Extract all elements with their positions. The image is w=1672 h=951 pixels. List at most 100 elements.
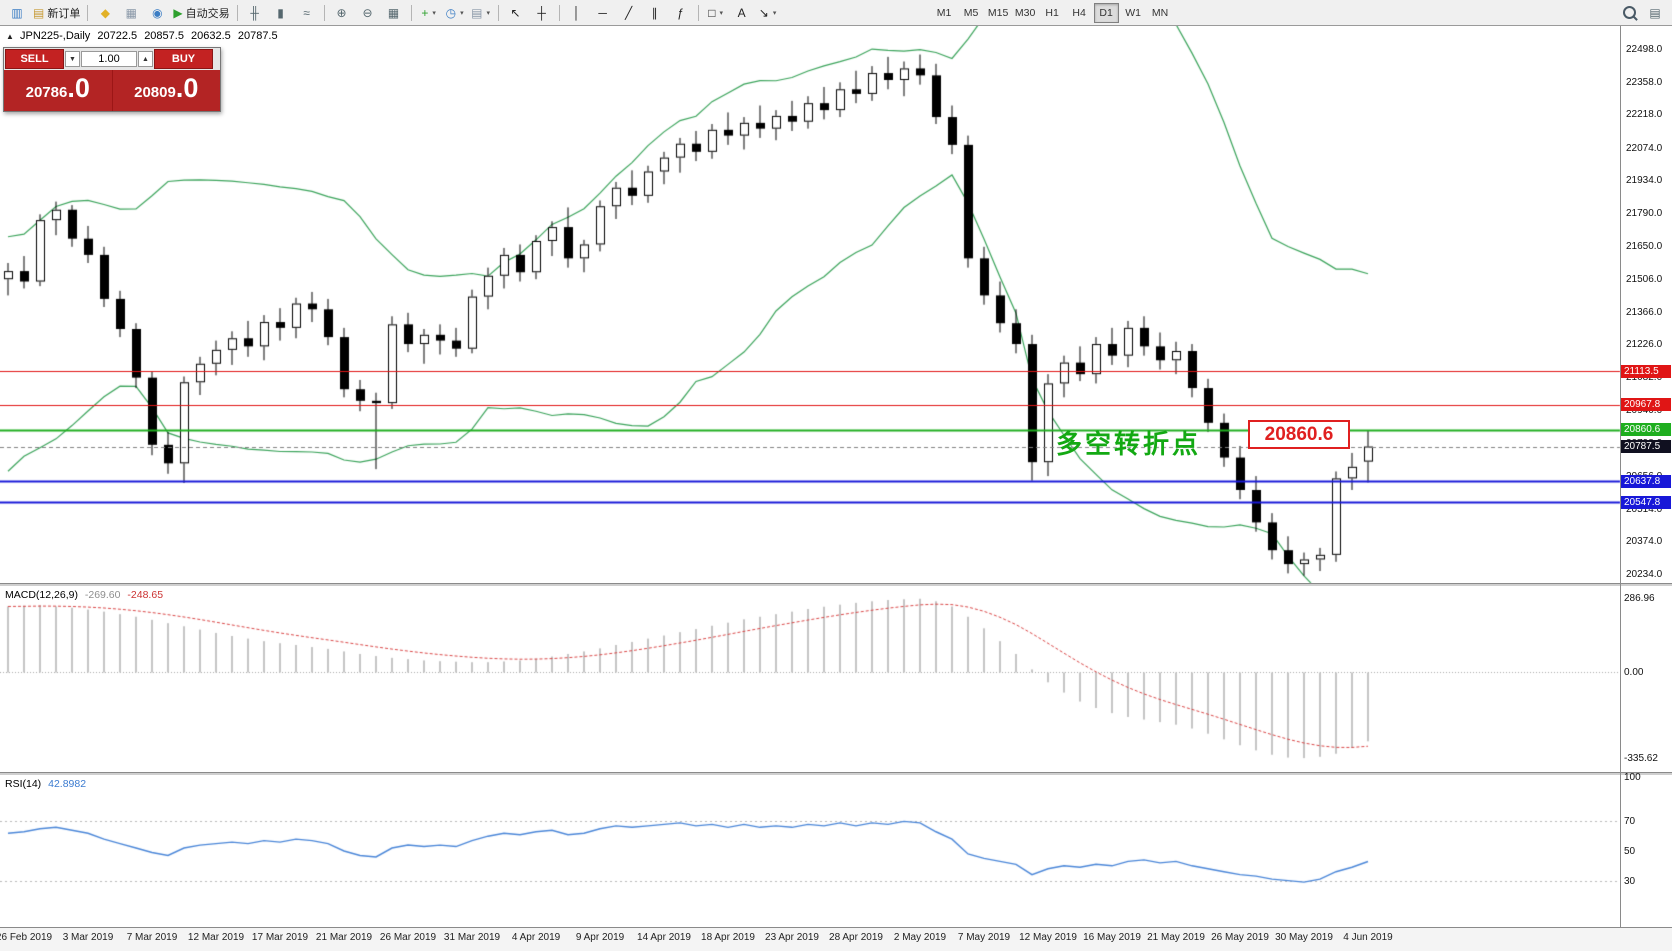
favorites-button[interactable]: ◆ — [92, 2, 118, 24]
shapes-icon: □ — [708, 5, 716, 20]
price-scale-label: 21226.0 — [1626, 338, 1663, 350]
profiles-button[interactable]: ▦ — [118, 2, 144, 24]
arrows-dropdown-icon: ▾ — [772, 9, 777, 17]
date-label: 7 Mar 2019 — [126, 932, 178, 943]
trend-turning-point-annotation[interactable]: 多空转折点 — [1056, 429, 1202, 459]
bar-chart-icon: ╫ — [250, 5, 259, 20]
toolbar-buttons: ▥ ▤ 新订单 ◆ ▦ ◉ ▶ 自动交易 ╫ ▮ ≈ ⊕ ⊖ ▦ + ▾ ◷ ▾ ▤ ▾ ↖ ┼ │ ─ ╱ ∥ ƒ □ ▾ A ↘ ▾ — [4, 2, 781, 24]
periods-button[interactable]: ◷ ▾ — [442, 2, 468, 24]
macd-value-signal: -248.65 — [127, 589, 164, 601]
new-chart-button[interactable]: ▥ — [4, 2, 30, 24]
buy-button[interactable]: BUY — [154, 49, 213, 69]
price-tag-20547.8: 20547.8 — [1621, 495, 1671, 509]
buy-price-big: .0 — [175, 73, 199, 103]
date-label: 16 May 2019 — [1083, 932, 1141, 943]
indicators-dropdown-icon: ▾ — [432, 9, 436, 17]
data-window-button[interactable]: ◉ — [144, 2, 170, 24]
ohlc-close: 20787.5 — [237, 30, 278, 42]
horizontal-line-icon: ─ — [598, 5, 607, 20]
cursor-button[interactable]: ↖ — [503, 2, 529, 24]
price-tag-21113.5: 21113.5 — [1621, 364, 1671, 378]
shapes-button[interactable]: □ ▾ — [703, 2, 729, 24]
volume-up-button[interactable]: ▲ — [138, 51, 153, 67]
toolbar-separator — [87, 4, 89, 21]
rsi-scale-label: 70 — [1624, 816, 1636, 828]
date-label: 26 May 2019 — [1211, 932, 1269, 943]
timeframe-d1-button[interactable]: D1 — [1093, 2, 1119, 23]
volume-down-button[interactable]: ▼ — [65, 51, 80, 67]
indicators-button[interactable]: + ▾ — [416, 2, 442, 24]
line-chart-button[interactable]: ≈ — [294, 2, 320, 24]
price-scale-label: 21650.0 — [1626, 240, 1663, 252]
tile-windows-button[interactable]: ▦ — [381, 2, 407, 24]
timeframe-h1-button[interactable]: H1 — [1045, 6, 1059, 19]
cursor-icon: ↖ — [510, 5, 521, 20]
sell-price-main: 20786 — [25, 84, 68, 101]
templates-button[interactable]: ▤ ▾ — [468, 2, 494, 24]
trendline-button[interactable]: ╱ — [616, 2, 642, 24]
timeframe-mn-button[interactable]: MN — [1151, 6, 1169, 19]
zoom-in-button[interactable]: ⊕ — [329, 2, 355, 24]
horizontal-line-button[interactable]: ─ — [590, 2, 616, 24]
candle-chart-button[interactable]: ▮ — [268, 2, 294, 24]
text-icon: A — [737, 5, 746, 20]
rsi-panel[interactable] — [0, 775, 1672, 927]
panel-separator[interactable] — [0, 772, 1672, 775]
macd-value-main: -269.60 — [84, 589, 121, 601]
toolbar-right-buttons: ▤ — [1616, 2, 1668, 24]
date-label: 7 May 2019 — [957, 932, 1011, 943]
price-scale-label: 21506.0 — [1626, 274, 1663, 286]
timeframe-h4-button[interactable]: H4 — [1072, 6, 1086, 19]
timeframe-m5-button[interactable]: M5 — [963, 6, 979, 19]
new-order-button[interactable]: ▤ 新订单 — [30, 2, 83, 24]
macd-name: MACD(12,26,9) — [5, 589, 78, 601]
vertical-line-button[interactable]: │ — [564, 2, 590, 24]
price-scale-label: 21366.0 — [1626, 306, 1663, 318]
date-label: 17 Mar 2019 — [251, 932, 309, 943]
fibonacci-button[interactable]: ƒ — [668, 2, 694, 24]
toolbar-separator — [558, 4, 560, 21]
autotrade-label: 自动交易 — [185, 7, 230, 20]
price-scale-label: 22498.0 — [1626, 44, 1663, 56]
trade-panel-controls: SELL ▼ ▲ BUY — [4, 48, 220, 70]
price-callout-box[interactable]: 20860.6 — [1248, 420, 1350, 449]
date-label: 30 May 2019 — [1275, 932, 1333, 943]
price-scale-label: 22074.0 — [1626, 142, 1663, 154]
trade-panel-prices: 20786 .0 20809 .0 — [4, 70, 220, 111]
line-chart-icon: ≈ — [303, 5, 310, 20]
toolbar-separator — [697, 4, 699, 21]
toolbar-separator — [323, 4, 325, 21]
rsi-value: 42.8982 — [48, 778, 87, 790]
sell-price[interactable]: 20786 .0 — [4, 70, 112, 111]
timeframe-m30-button[interactable]: M30 — [1014, 6, 1036, 19]
timeframe-w1-button[interactable]: W1 — [1125, 6, 1141, 19]
sell-button[interactable]: SELL — [5, 49, 64, 69]
date-label: 18 Apr 2019 — [701, 932, 755, 943]
macd-panel[interactable] — [0, 586, 1672, 772]
date-label: 4 Apr 2019 — [511, 932, 561, 943]
profiles-icon: ▦ — [125, 5, 138, 20]
templates-icon: ▤ — [471, 5, 483, 20]
crosshair-button[interactable]: ┼ — [529, 2, 555, 24]
bar-chart-button[interactable]: ╫ — [242, 2, 268, 24]
sell-price-big: .0 — [67, 73, 90, 103]
chart-list-button[interactable]: ▤ — [1642, 2, 1668, 24]
search-button[interactable] — [1616, 2, 1642, 24]
zoom-out-button[interactable]: ⊖ — [355, 2, 381, 24]
panel-separator[interactable] — [0, 583, 1672, 586]
price-scale-label: 21790.0 — [1626, 208, 1663, 220]
rsi-scale-label: 30 — [1624, 875, 1636, 887]
arrows-button[interactable]: ↘ ▾ — [755, 2, 781, 24]
channel-button[interactable]: ∥ — [642, 2, 668, 24]
timeframe-m1-button[interactable]: M1 — [936, 6, 952, 19]
main-chart-panel[interactable] — [0, 26, 1672, 583]
timeframe-m15-button[interactable]: M15 — [987, 6, 1009, 19]
buy-price[interactable]: 20809 .0 — [112, 70, 220, 111]
ohlc-low: 20632.5 — [191, 30, 231, 42]
autotrade-button[interactable]: ▶ 自动交易 — [170, 2, 232, 24]
volume-input[interactable] — [81, 51, 137, 67]
text-button[interactable]: A — [729, 2, 755, 24]
search-icon — [1622, 6, 1636, 19]
rsi-scale-label: 50 — [1624, 846, 1636, 857]
price-scale-label: 21934.0 — [1626, 174, 1663, 186]
